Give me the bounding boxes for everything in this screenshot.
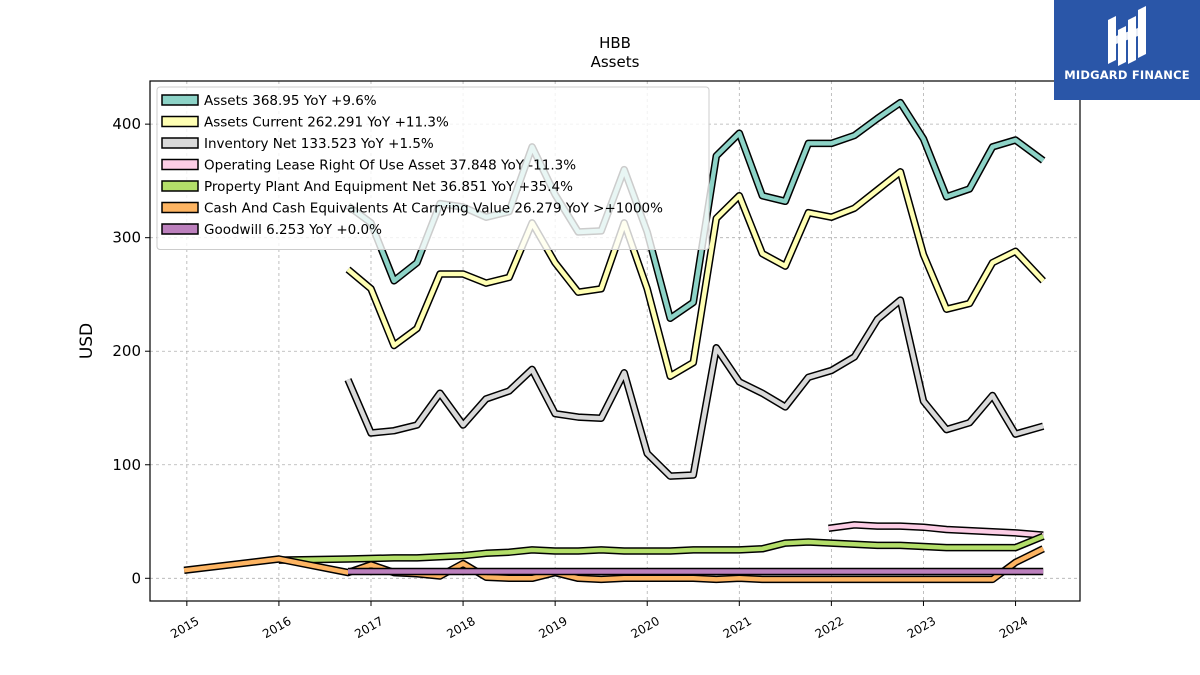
legend-entry: Inventory Net 133.523 YoY +1.5% [161, 136, 434, 152]
series-line [278, 532, 1045, 564]
legend-swatch [161, 137, 199, 149]
legend-swatch [161, 201, 199, 214]
x-tick-label: 2016 [260, 614, 293, 641]
x-tick-label: 2017 [352, 614, 385, 641]
plot-frame [149, 80, 1081, 602]
y-tick-label: 200 [112, 342, 141, 360]
x-axis: 2015 2016 2017 2018 2019 2020 2021 2022 2023 2024 [168, 601, 1030, 641]
logo-mark-icon [1108, 6, 1146, 66]
series-line-fill [345, 297, 1044, 479]
legend-entry: Assets 368.95 YoY +9.6% [161, 93, 377, 109]
x-tick-label: 2015 [168, 614, 201, 641]
legend-entry: Property Plant And Equipment Net 36.851 … [161, 179, 573, 195]
legend-label: Inventory Net 133.523 YoY +1.5% [204, 136, 434, 152]
legend-swatch [161, 94, 199, 106]
y-tick-label: 0 [131, 569, 141, 587]
x-tick-label: 2020 [629, 614, 662, 641]
chart-title: HBB [599, 34, 631, 52]
series-line-fill [828, 522, 1044, 538]
y-tick-label: 400 [112, 115, 141, 133]
legend: Assets 368.95 YoY +9.6% Assets Current 26… [156, 86, 710, 250]
series-line [828, 521, 1044, 539]
legend-label: Assets 368.95 YoY +9.6% [204, 93, 377, 109]
y-axis: 0 100 200 300 400 [112, 115, 150, 587]
legend-swatch [161, 180, 199, 192]
legend-box [156, 86, 710, 250]
legend-label: Cash And Cash Equivalents At Carrying Va… [204, 201, 663, 217]
series-line [344, 296, 1045, 480]
legend-entry: Cash And Cash Equivalents At Carrying Va… [161, 201, 663, 217]
legend-entry: Assets Current 262.291 YoY +11.3% [161, 115, 449, 131]
legend-label: Operating Lease Right Of Use Asset 37.84… [204, 158, 576, 174]
y-axis-label: USD [77, 323, 97, 359]
y-tick-label: 300 [112, 229, 141, 247]
brand-logo: MIDGARD FINANCE [1054, 0, 1200, 100]
series-line [345, 168, 1046, 380]
x-tick-label: 2022 [813, 614, 846, 641]
x-tick-label: 2023 [905, 614, 938, 641]
legend-label: Property Plant And Equipment Net 36.851 … [204, 179, 573, 195]
x-tick-label: 2019 [536, 614, 569, 641]
series-line-fill [346, 169, 1045, 379]
legend-entry: Goodwill 6.253 YoY +0.0% [161, 222, 382, 238]
y-tick-label: 100 [112, 456, 141, 474]
logo-text: MIDGARD FINANCE [1064, 68, 1190, 82]
legend-label: Goodwill 6.253 YoY +0.0% [204, 222, 382, 238]
x-tick-label: 2018 [444, 614, 477, 641]
x-tick-label: 2021 [721, 614, 754, 641]
legend-swatch [161, 115, 199, 128]
legend-swatch [161, 158, 199, 171]
legend-entry: Operating Lease Right Of Use Asset 37.84… [161, 158, 576, 174]
series-line-fill [278, 534, 1045, 563]
x-tick-label: 2024 [997, 614, 1030, 641]
legend-swatch [161, 223, 199, 235]
legend-label: Assets Current 262.291 YoY +11.3% [204, 115, 449, 131]
chart-subtitle: Assets [591, 53, 640, 71]
